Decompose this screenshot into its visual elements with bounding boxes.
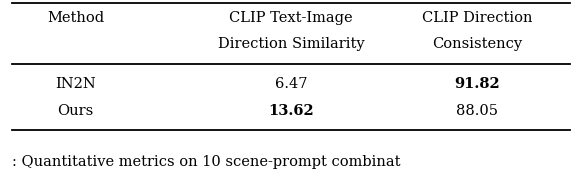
Text: 13.62: 13.62	[268, 104, 314, 118]
Text: 6.47: 6.47	[275, 77, 307, 90]
Text: 91.82: 91.82	[455, 77, 500, 90]
Text: CLIP Direction: CLIP Direction	[422, 11, 533, 25]
Text: Ours: Ours	[58, 104, 94, 118]
Text: Consistency: Consistency	[432, 37, 522, 51]
Text: Direction Similarity: Direction Similarity	[218, 37, 364, 51]
Text: : Quantitative metrics on 10 scene-prompt combinat: : Quantitative metrics on 10 scene-promp…	[12, 155, 400, 169]
Text: CLIP Text-Image: CLIP Text-Image	[229, 11, 353, 25]
Text: IN2N: IN2N	[55, 77, 96, 90]
Text: Method: Method	[47, 11, 104, 25]
Text: 88.05: 88.05	[456, 104, 498, 118]
